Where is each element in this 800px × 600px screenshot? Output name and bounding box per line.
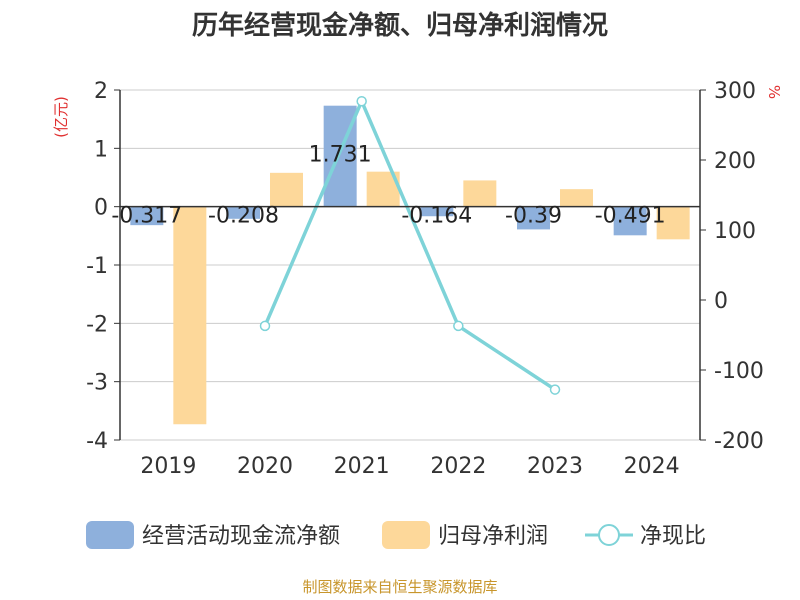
legend-swatch-cashflow	[86, 521, 134, 549]
net-profit-bar	[173, 206, 207, 425]
cashflow-data-label: -0.491	[595, 204, 666, 229]
cashflow-data-label: -0.39	[505, 204, 562, 229]
gridlines	[120, 89, 700, 441]
y-left-tick-label: 2	[94, 79, 108, 104]
y-right-tick-label: 0	[714, 289, 728, 314]
legend-label-net-profit: 归母净利润	[438, 524, 548, 549]
net-cash-ratio-point	[356, 95, 367, 107]
y-right-tick-label: -200	[714, 429, 764, 454]
cashflow-data-label: -0.317	[111, 204, 182, 229]
net-profit-bar	[656, 206, 690, 240]
x-tick-label: 2022	[430, 454, 486, 479]
y-left-tick-label: 1	[94, 137, 108, 162]
y-left-tick-label: 0	[94, 196, 108, 221]
cashflow-bar	[613, 206, 647, 236]
x-tick-label: 2021	[334, 454, 390, 479]
cashflow-data-label: 1.731	[309, 143, 372, 168]
source-note: 制图数据来自恒生聚源数据库	[302, 578, 498, 596]
legend-label-net-cash-ratio: 净现比	[640, 524, 706, 549]
y-left-tick-label: -2	[86, 312, 108, 337]
cashflow-data-label: -0.164	[401, 204, 472, 229]
y-right-tick-label: 100	[714, 219, 756, 244]
y-right-tick-label: -100	[714, 359, 764, 384]
y-left-tick-label: -3	[86, 371, 108, 396]
y-left-tick-label: -1	[86, 254, 108, 279]
cashflow-bar	[517, 206, 550, 230]
y-axis-left-label: (亿元)	[52, 96, 70, 138]
cashflow-bar	[227, 206, 260, 219]
axes-layer: 2 1 0 -1 -2 -3 -4 300 200 100 0 -100 -200 2019 2020 202…	[86, 79, 764, 479]
legend: 经营活动现金流净额 归母净利润 净现比	[86, 521, 706, 549]
y-right-tick-label: 200	[714, 149, 756, 174]
net-cash-ratio-line	[263, 96, 556, 392]
y-left-tick-label: -4	[86, 429, 108, 454]
net-cash-ratio-point	[453, 320, 464, 332]
x-tick-label: 2020	[237, 454, 293, 479]
x-tick-label: 2019	[140, 454, 196, 479]
data-labels-layer: -0.317 -0.208 1.731 -0.164 -0.39 -0.491	[111, 143, 665, 229]
legend-swatch-net-profit	[382, 521, 430, 549]
net-cash-ratio-point	[549, 384, 561, 395]
y-right-tick-label: 300	[714, 79, 756, 104]
x-tick-label: 2024	[624, 454, 680, 479]
net-cash-ratio-point	[259, 320, 271, 332]
line-layer	[259, 95, 561, 395]
x-tick-label: 2023	[527, 454, 583, 479]
legend-label-cashflow: 经营活动现金流净额	[142, 524, 340, 549]
legend-swatch-point	[598, 524, 620, 546]
cashflow-bar	[420, 206, 454, 217]
cashflow-data-label: -0.208	[208, 204, 279, 229]
y-axis-right-label: %	[765, 85, 783, 99]
net-profit-bar	[270, 172, 303, 207]
cashflow-bar	[130, 206, 164, 226]
net-profit-bar	[463, 180, 497, 207]
net-profit-bar	[560, 189, 593, 207]
chart-title: 历年经营现金净额、归母净利润情况	[192, 10, 608, 41]
